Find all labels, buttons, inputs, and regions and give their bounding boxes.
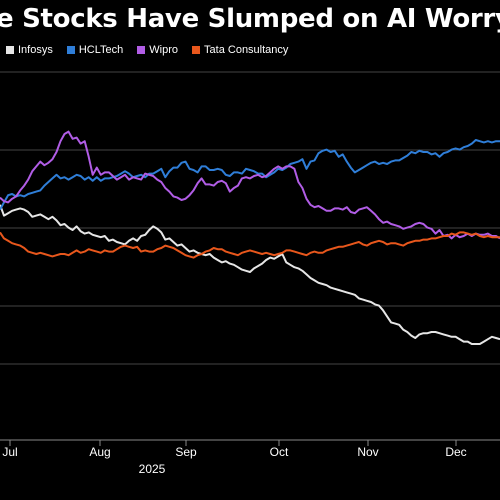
x-tick-label-aug: Aug bbox=[89, 445, 110, 459]
legend-swatch-tata-consultancy bbox=[192, 46, 201, 54]
x-axis: Jul Aug Sep Oct Nov Dec 2025 bbox=[2, 440, 467, 476]
legend-label-infosys: Infosys bbox=[18, 44, 53, 56]
legend-item-infosys: Infosys bbox=[6, 44, 53, 56]
legend-swatch-infosys bbox=[6, 46, 14, 54]
legend: Infosys HCLTech Wipro Tata Consultancy bbox=[6, 44, 288, 56]
legend-item-wipro: Wipro bbox=[137, 44, 178, 56]
legend-swatch-hcltech bbox=[66, 46, 75, 54]
gridlines bbox=[0, 71, 500, 441]
x-axis-year-label: 2025 bbox=[139, 462, 166, 476]
x-tick-label-nov: Nov bbox=[357, 445, 378, 459]
chart-title: e Stocks Have Slumped on AI Worry bbox=[0, 2, 500, 36]
legend-label-tata-consultancy: Tata Consultancy bbox=[204, 44, 289, 56]
x-tick-label-dec: Dec bbox=[445, 445, 466, 459]
legend-label-hcltech: HCLTech bbox=[78, 44, 124, 56]
series-line-tata-consultancy bbox=[0, 231, 500, 259]
legend-swatch-wipro bbox=[137, 46, 146, 54]
series-lines bbox=[0, 130, 500, 345]
series-line-wipro bbox=[0, 130, 500, 240]
x-tick-label-sep: Sep bbox=[175, 445, 197, 459]
series-line-hcltech bbox=[0, 139, 500, 211]
chart-title-text: e Stocks Have Slumped on AI Worry bbox=[0, 4, 500, 34]
legend-item-tata-consultancy: Tata Consultancy bbox=[192, 44, 288, 56]
x-tick-label-oct: Oct bbox=[270, 445, 289, 459]
legend-item-hcltech: HCLTech bbox=[66, 44, 124, 56]
legend-label-wipro: Wipro bbox=[149, 44, 179, 56]
series-line-infosys bbox=[0, 204, 500, 345]
x-tick-label-jul: Jul bbox=[2, 445, 17, 459]
